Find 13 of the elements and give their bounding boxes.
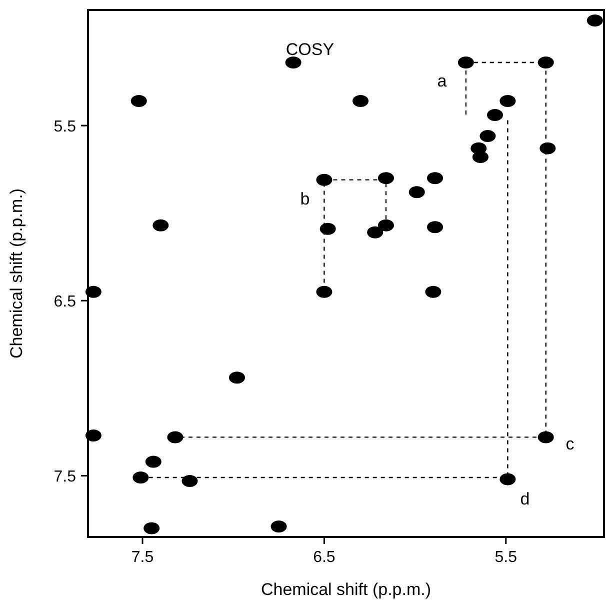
annotation: b bbox=[300, 189, 310, 208]
x-tick-label: 7.5 bbox=[131, 549, 154, 566]
y-tick-label: 7.5 bbox=[54, 468, 76, 486]
x-tick-label: 6.5 bbox=[313, 549, 336, 566]
y-axis-title: Chemical shift (p.p.m.) bbox=[7, 188, 26, 359]
y-tick-label: 5.5 bbox=[54, 118, 76, 136]
annotation: c bbox=[566, 434, 575, 454]
y-tick-label: 6.5 bbox=[54, 294, 76, 311]
x-axis-title: Chemical shift (p.p.m.) bbox=[260, 580, 432, 599]
text: COSY bbox=[286, 40, 334, 59]
annotation: d bbox=[520, 489, 530, 508]
annotation: a bbox=[437, 71, 448, 90]
x-tick-label: 5.5 bbox=[494, 549, 518, 566]
